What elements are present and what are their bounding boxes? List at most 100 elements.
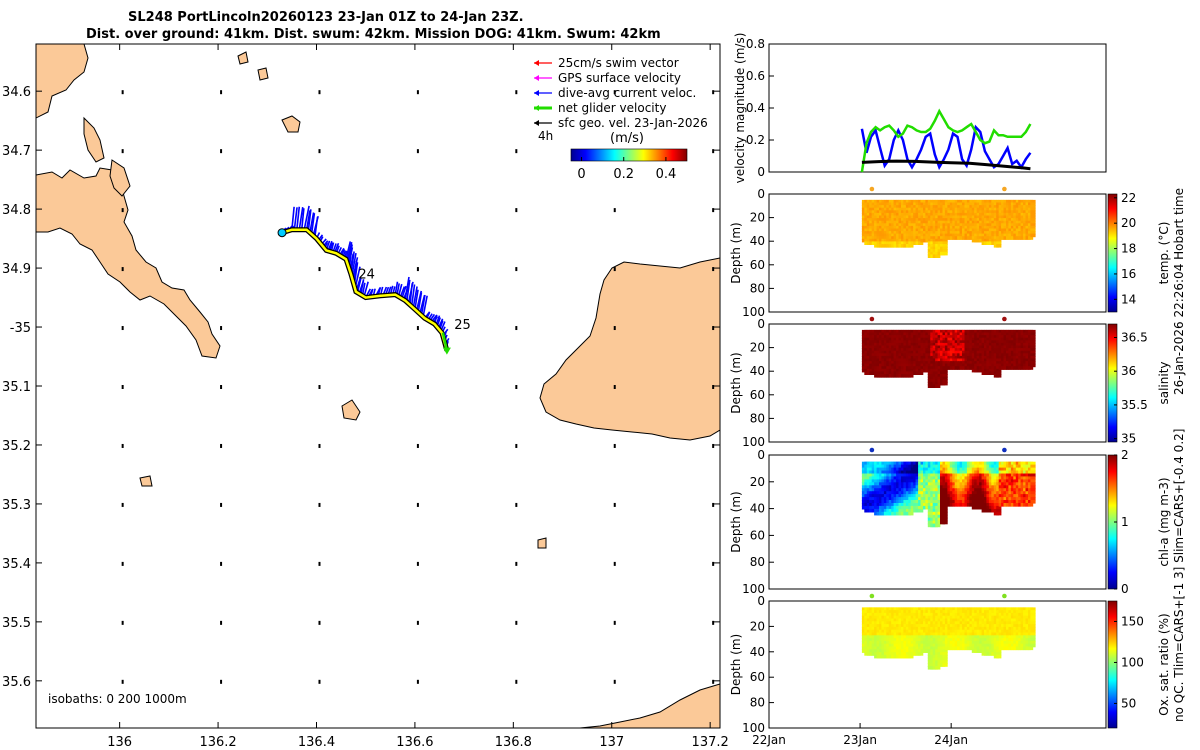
section-cell <box>996 238 1002 243</box>
isobath-dot <box>712 385 715 389</box>
section-axes-frame <box>768 323 1107 443</box>
section-cell <box>918 371 924 375</box>
isobath-dot <box>220 443 223 448</box>
isobath-dot <box>613 443 616 448</box>
isobath-dot <box>121 326 124 331</box>
section-axes-frame <box>768 454 1107 590</box>
isobath-dot <box>220 561 223 566</box>
section-cell <box>1030 361 1036 365</box>
isobath-dot <box>712 443 715 448</box>
section-y-tick-label: 20 <box>750 475 765 489</box>
section-y-tick-label: 100 <box>742 582 765 596</box>
isobath-dot <box>613 620 616 625</box>
section-cell <box>1030 470 1036 475</box>
isobath-dot <box>121 620 124 625</box>
isobath-dot <box>712 561 715 566</box>
isobath-dot <box>712 149 715 154</box>
section-cell <box>942 249 948 253</box>
island-north-a <box>83 116 105 163</box>
section-y-tick-label: 20 <box>750 211 765 225</box>
section-cell <box>1030 202 1036 207</box>
isobath-dot <box>613 679 616 684</box>
section-y-tick-label: 40 <box>750 502 765 516</box>
current-vector <box>363 281 369 297</box>
current-vector <box>307 209 312 232</box>
velocity-y-tick-label: 0.4 <box>746 101 765 115</box>
section-cell <box>1030 363 1036 368</box>
current-vector <box>303 205 310 230</box>
section-cell <box>996 241 1002 245</box>
isobath-dot <box>712 679 715 684</box>
isobath-dot <box>318 561 321 566</box>
isobath-dot <box>712 502 715 507</box>
isobath-dot <box>613 502 616 507</box>
island-small-1 <box>281 115 301 133</box>
section-cell <box>1030 337 1036 342</box>
isobath-dot <box>515 561 518 566</box>
section-cell <box>918 508 924 513</box>
map-y-tick-label: 34.8 <box>2 203 31 218</box>
isobath-dot <box>121 443 124 448</box>
section-cell <box>1030 223 1036 227</box>
map-x-tick-label: 136.8 <box>495 735 532 750</box>
section-cell <box>1030 218 1036 222</box>
section-y-tick-label: 0 <box>757 448 765 462</box>
isobath-dot <box>416 267 419 272</box>
section-cell <box>1030 479 1036 483</box>
section-cell <box>1030 485 1036 489</box>
section-cell <box>942 657 948 662</box>
map-y-tick-label: 35.5 <box>2 616 31 631</box>
legend-item-label: net glider velocity <box>558 101 666 115</box>
map-y-tick-label: 35.6 <box>2 675 31 690</box>
map-y-tick-label: 34.7 <box>2 144 31 159</box>
section-cell <box>1030 494 1036 498</box>
section-cell <box>1030 467 1036 472</box>
section-cell <box>1030 212 1036 217</box>
section-cell <box>1030 350 1036 355</box>
section-colorbar-tick-label: 16 <box>1121 267 1136 281</box>
legend-arrowhead <box>534 105 539 111</box>
section-y-tick-label: 0 <box>757 187 765 201</box>
isobath-dot <box>515 208 518 213</box>
surfacing-marker <box>1002 447 1007 453</box>
map-x-tick-label: 136.4 <box>298 735 335 750</box>
section-cell <box>1030 476 1036 480</box>
isobath-dot <box>416 90 419 95</box>
section-cell <box>1030 199 1036 204</box>
section-cell <box>908 511 914 516</box>
track-day-label: 24 <box>358 268 375 283</box>
current-vector <box>422 295 428 317</box>
island-small-6 <box>537 537 547 549</box>
section-cell <box>1028 503 1034 507</box>
isobath-label: isobaths: 0 200 1000m <box>48 692 187 706</box>
section-axes-frame <box>768 193 1107 313</box>
isobath-dot <box>220 620 223 625</box>
section-colorbar-tick-label: 35.5 <box>1121 398 1148 412</box>
map-colorbar-tick-label: 0.4 <box>656 167 677 182</box>
section-y-tick-label: 60 <box>750 528 765 542</box>
island-small-2 <box>237 51 249 65</box>
section-colorbar-tick-label: 22 <box>1121 191 1136 205</box>
map-x-tick-label: 137 <box>599 735 624 750</box>
isobath-dot <box>318 502 321 507</box>
isobath-dot <box>220 208 223 213</box>
section-cell <box>942 517 948 522</box>
isobath-dot <box>416 208 419 213</box>
current-vector <box>420 294 426 316</box>
land-west-peninsula <box>36 167 221 359</box>
section-cell <box>996 368 1002 373</box>
current-vector <box>414 289 419 310</box>
section-y-label: Depth (m) <box>729 491 743 552</box>
section-cell <box>1030 348 1036 352</box>
section-cell <box>942 654 948 659</box>
current-vector <box>412 286 418 309</box>
section-y-tick-label: 100 <box>742 305 765 319</box>
isobath-dot <box>416 385 419 389</box>
isobath-dot <box>121 149 124 154</box>
section-cell <box>1030 329 1036 334</box>
isobath-dot <box>121 208 124 213</box>
map-x-tick-label: 137.2 <box>692 735 729 750</box>
net-velocity-arrowhead <box>442 347 451 355</box>
